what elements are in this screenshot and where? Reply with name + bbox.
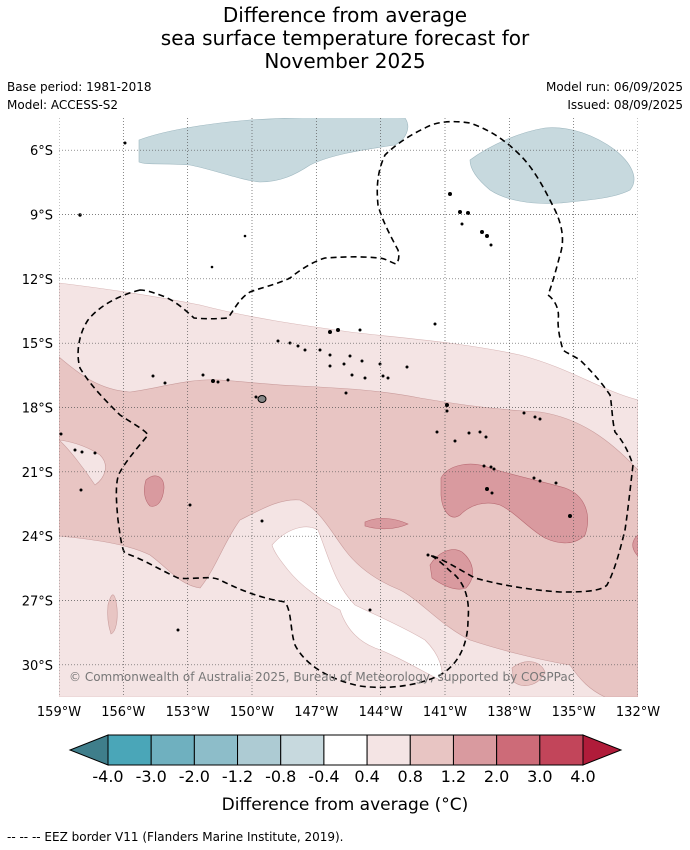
anomaly-neutral-pocket [271,526,443,681]
lon-axis: 159°W 156°W 153°W 150°W 147°W 144°W 141°W 138°W… [37,705,660,720]
lon-tick-label: 132°W [616,705,660,720]
issued-date: Issued: 08/09/2025 [567,98,683,112]
lon-tick-label: 138°W [487,705,531,720]
lon-tick-label: 144°W [359,705,403,720]
meta-left: Base period: 1981-2018 Model: ACCESS-S2 [7,78,152,114]
colorbar-swatch [280,734,325,766]
lat-tick-label: 24°S [22,530,53,545]
copyright-text: © Commonwealth of Australia 2025, Bureau… [69,670,574,684]
colorbar-swatch [107,734,152,766]
colorbar-tick-label: -3.0 [136,767,167,786]
anomaly-patch-west [144,475,165,507]
lat-axis: 6°S 9°S 12°S 15°S 18°S 21°S 24°S 27°S 30°S [22,144,53,674]
title-line-2: sea surface temperature forecast for [160,26,530,50]
anomaly-patch-sw [107,594,118,635]
anomaly-patch-south [429,549,473,590]
colorbar-swatch [237,734,282,766]
colorbar-tick-label: 0.4 [354,767,379,786]
colorbar-swatch [366,734,411,766]
lon-tick-label: 135°W [552,705,596,720]
colorbar-tick-label: -4.0 [92,767,123,786]
anomaly-patch-edge [632,534,638,557]
island-large [257,395,267,403]
anomaly-hole [59,439,106,486]
title-line-3: November 2025 [264,49,426,73]
anomaly-patch-small [364,518,409,530]
base-period: Base period: 1981-2018 [7,80,152,94]
colorbar-swatch [452,734,498,766]
anomaly-patch-east [440,463,588,544]
eez-footnote: -- -- -- EEZ border V11 (Flanders Marine… [7,830,344,844]
anomaly-patch-se [511,661,546,686]
colorbar-swatch [150,734,195,766]
lat-tick-label: 15°S [22,337,53,352]
lat-tick-label: 30°S [22,659,53,674]
colorbar-extend-high [582,734,623,766]
chart-title: Difference from average sea surface temp… [0,4,690,73]
colorbar-tick-label: -0.4 [308,767,339,786]
eez-border [77,120,634,689]
lon-tick-label: 153°W [166,705,210,720]
colorbar-swatch [323,734,368,766]
colorbar-swatch [409,734,454,766]
colorbar-tick-label: 0.8 [398,767,423,786]
lon-tick-label: 141°W [423,705,467,720]
colorbar-title: Difference from average (°C) [222,795,469,815]
islands [59,141,572,632]
lat-tick-label: 9°S [30,209,53,224]
lat-tick-label: 18°S [22,402,53,417]
lat-tick-label: 12°S [22,273,53,288]
colorbar-tick-label: 2.0 [484,767,509,786]
model-run: Model run: 06/09/2025 [545,80,683,94]
colorbar-labels: -4.0 -3.0 -2.0 -1.2 -0.8 -0.4 0.4 0.8 1.2 2.0 3.0 4… [92,767,595,786]
colorbar-swatch [496,734,541,766]
colorbar-extend-low [68,734,109,766]
lat-tick-label: 27°S [22,595,53,610]
lon-tick-label: 147°W [294,705,338,720]
colorbar-tick-label: 3.0 [527,767,552,786]
colorbar-tick-label: -2.0 [179,767,210,786]
lon-tick-label: 159°W [37,705,81,720]
colorbar-tick-label: -0.8 [265,767,296,786]
title-line-1: Difference from average [222,3,468,27]
lat-tick-label: 6°S [30,144,53,159]
map-gridlines [59,118,638,697]
colorbar-swatch [539,734,584,766]
colorbar-tick-label: 1.2 [441,767,466,786]
map-area [59,118,638,697]
model-name: Model: ACCESS-S2 [7,98,119,112]
colorbar-tick-label: 4.0 [570,767,595,786]
colorbar-tick-label: -1.2 [222,767,253,786]
anomaly-band-0.8 [59,356,638,697]
colorbar-swatch [193,734,239,766]
meta-right: Model run: 06/09/2025 Issued: 08/09/2025 [546,78,683,114]
anomaly-cool-north [138,118,409,183]
lon-tick-label: 156°W [101,705,145,720]
lon-tick-label: 150°W [230,705,274,720]
lat-tick-label: 21°S [22,466,53,481]
colorbar [68,734,623,766]
